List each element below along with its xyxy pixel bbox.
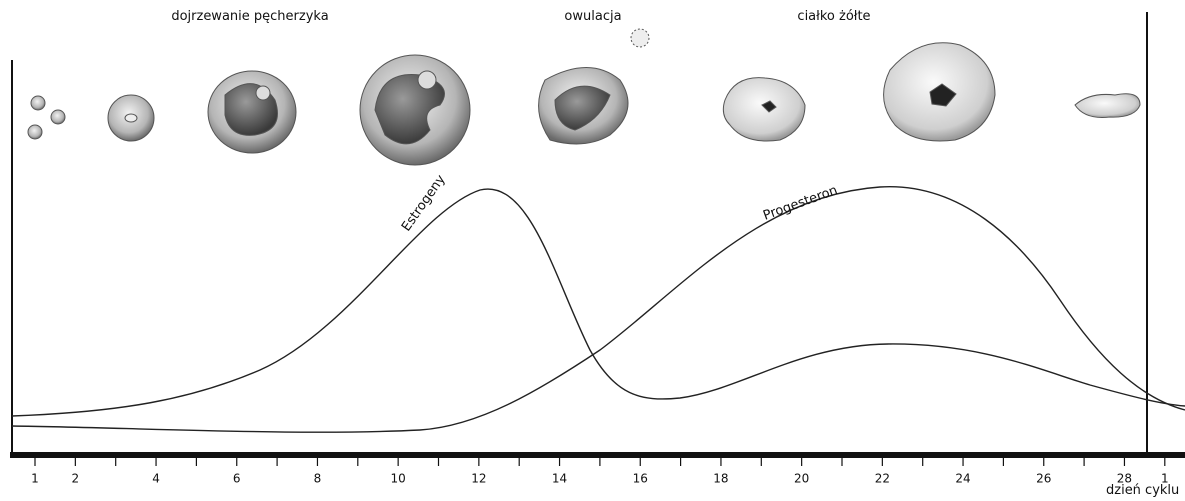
tick-label: 16 — [633, 472, 648, 486]
tick-label: 8 — [314, 472, 322, 486]
curve-label: Progesteron — [761, 183, 839, 224]
tick-label: 1 — [31, 472, 39, 486]
tick-label: 10 — [391, 472, 406, 486]
tick-label: 22 — [875, 472, 890, 486]
tick-label: 24 — [955, 472, 970, 486]
axis-title: dzień cyklu — [1106, 483, 1179, 498]
progesterone-curve — [12, 187, 1185, 432]
stage-label: ciałko żółte — [797, 9, 870, 24]
tick-label: 2 — [72, 472, 80, 486]
tick-label: 26 — [1036, 472, 1051, 486]
curve-label: Estrogeny — [399, 172, 449, 234]
stage-label: owulacja — [564, 9, 621, 24]
tick-label: 18 — [713, 472, 728, 486]
page: {"stages": ["dojrzewanie pęcherzyka", "o… — [0, 0, 1185, 501]
tick-label: 6 — [233, 472, 241, 486]
tick-label: 14 — [552, 472, 567, 486]
diagram: dojrzewanie pęcherzyka owulacja ciałko ż… — [0, 0, 1185, 501]
follicle-illustrations — [28, 29, 1140, 165]
x-axis — [10, 452, 1185, 458]
estrogen-curve — [12, 189, 1185, 416]
tick-label: 4 — [152, 472, 160, 486]
tick-label: 12 — [471, 472, 486, 486]
stage-label: dojrzewanie pęcherzyka — [171, 9, 328, 24]
tick-label: 20 — [794, 472, 809, 486]
